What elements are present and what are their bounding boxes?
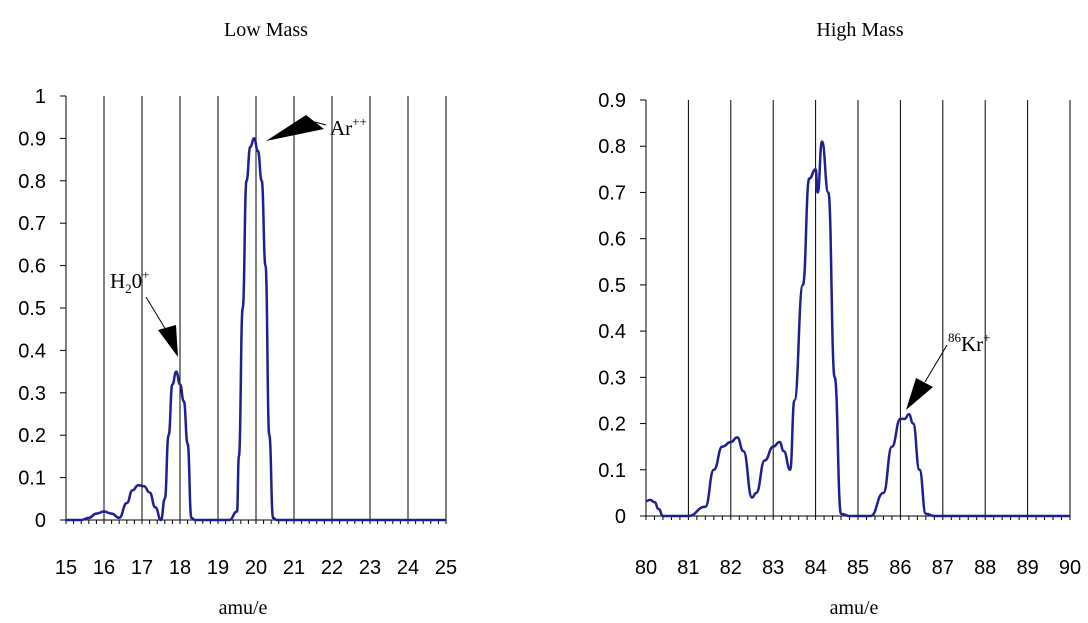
high-mass-y-tick-label: 0.2 [598,414,626,436]
kr-annotation-arrow-line [924,344,948,383]
low-mass-gridlines [103,96,447,520]
low-mass-y-tick-label: 0.5 [18,298,46,320]
kr-annotation-superscript: + [983,330,990,345]
high-mass-x-tick-label: 81 [677,557,699,579]
high-mass-y-tick-label: 0.5 [598,275,626,297]
low-mass-chart: Low Mass amu/e 15 16 17 18 19 20 21 22 23 24 25 00… [18,19,457,619]
low-mass-y-tick-label: 0.6 [18,256,46,278]
h2o-annotation: H20+ [110,267,178,357]
high-mass-x-tick-label: 87 [932,557,954,579]
h2o-annotation-subscript: 2 [125,281,132,296]
low-mass-y-tick-label: 0.3 [18,383,46,405]
ar-annotation-arrow [266,115,324,141]
low-mass-series-line [66,137,446,522]
high-mass-y-tick-label: 0.3 [598,367,626,389]
kr-annotation: 86Kr+ [906,330,991,410]
low-mass-y-tick-label: 0.7 [18,213,46,235]
low-mass-y-tick-label: 0.4 [18,340,46,362]
ar-annotation: Ar++ [266,114,367,141]
low-mass-x-tick-label: 24 [397,557,419,579]
kr-annotation-arrow [906,378,933,410]
low-mass-x-tick-label: 18 [169,557,191,579]
low-mass-x-tick-label: 17 [131,557,153,579]
high-mass-chart: High Mass amu/e 80 81 82 83 84 85 86 87 88 89 90 0… [598,19,1081,619]
high-mass-x-tick-label: 85 [847,557,869,579]
low-mass-x-tick-label: 20 [245,557,267,579]
kr-annotation-isotope: 86 [948,330,962,345]
high-mass-x-tick-label: 86 [889,557,911,579]
low-mass-x-tick-label: 21 [283,557,305,579]
high-mass-x-tick-label: 82 [720,557,742,579]
low-mass-y-tick-label: 0 [35,510,46,532]
high-mass-x-tick-label: 88 [974,557,996,579]
low-mass-y-tick-labels: 0 0.1 0.2 0.3 0.4 0.5 0.6 0.7 0.8 0.9 1 [18,86,66,532]
high-mass-x-tick-label: 90 [1059,557,1081,579]
high-mass-x-tick-label: 89 [1016,557,1038,579]
svg-text:86Kr+: 86Kr+ [948,330,991,356]
low-mass-x-tick-label: 25 [435,557,457,579]
high-mass-y-tick-labels: 0 0.1 0.2 0.3 0.4 0.5 0.6 0.7 0.8 0.9 [598,90,646,528]
high-mass-y-tick-label: 0.6 [598,229,626,251]
low-mass-x-tick-labels: 15 16 17 18 19 20 21 22 23 24 25 [55,520,457,579]
high-mass-y-tick-label: 0.9 [598,90,626,112]
high-mass-series-line [645,140,1070,518]
high-mass-y-tick-label: 0.4 [598,321,626,343]
ar-annotation-superscript: ++ [352,114,367,129]
h2o-annotation-arrow [158,325,178,357]
h2o-annotation-superscript: + [142,267,149,282]
ar-annotation-arrow-line [314,121,327,126]
high-mass-title: High Mass [816,19,903,41]
high-mass-xlabel: amu/e [830,597,879,619]
low-mass-y-tick-label: 0.9 [18,128,46,150]
svg-text:H20+: H20+ [110,267,150,296]
h2o-annotation-label-2: 0 [132,269,143,293]
h2o-annotation-label: H [110,269,125,293]
high-mass-y-tick-label: 0.8 [598,136,626,158]
high-mass-x-tick-label: 80 [635,557,657,579]
low-mass-title: Low Mass [224,19,308,41]
high-mass-y-tick-label: 0 [615,506,626,528]
kr-annotation-label: Kr [961,332,983,356]
high-mass-x-tick-label: 83 [762,557,784,579]
low-mass-x-tick-label: 15 [55,557,77,579]
ar-annotation-label: Ar [330,116,352,140]
h2o-annotation-arrow-line [145,296,167,331]
svg-text:Ar++: Ar++ [330,114,367,140]
low-mass-y-tick-label: 0.8 [18,171,46,193]
high-mass-y-tick-label: 0.1 [598,460,626,482]
low-mass-x-tick-label: 16 [93,557,115,579]
high-mass-x-tick-labels: 80 81 82 83 84 85 86 87 88 89 90 [635,516,1081,579]
low-mass-y-tick-label: 0.2 [18,425,46,447]
low-mass-x-tick-label: 22 [321,557,343,579]
high-mass-x-tick-label: 84 [804,557,826,579]
low-mass-y-tick-label: 1 [35,86,46,108]
low-mass-xlabel: amu/e [219,597,268,619]
high-mass-y-tick-label: 0.7 [598,182,626,204]
low-mass-x-tick-label: 19 [207,557,229,579]
low-mass-y-tick-label: 0.1 [18,468,46,490]
low-mass-x-tick-label: 23 [359,557,381,579]
